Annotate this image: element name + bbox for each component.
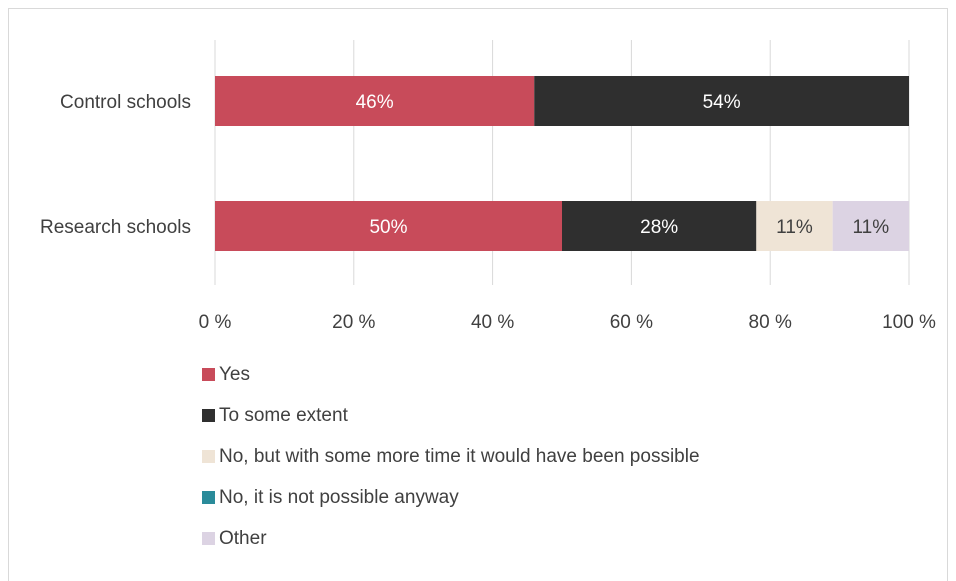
bar-segment xyxy=(534,76,909,126)
chart-frame xyxy=(8,8,948,581)
legend-label: No, it is not possible anyway xyxy=(219,486,459,508)
legend-item: No, but with some more time it would hav… xyxy=(202,436,700,477)
chart-legend: Yes To some extent No, but with some more … xyxy=(202,354,700,559)
x-tick-label: 20 % xyxy=(332,312,375,333)
legend-label: To some extent xyxy=(219,404,348,426)
legend-swatch xyxy=(202,409,215,422)
legend-swatch xyxy=(202,368,215,381)
legend-label: No, but with some more time it would hav… xyxy=(219,445,700,467)
category-label: Control schools xyxy=(60,92,191,113)
x-tick-label: 80 % xyxy=(749,312,792,333)
bar-segment xyxy=(832,201,909,251)
legend-label: Other xyxy=(219,527,267,549)
legend-item: Yes xyxy=(202,354,700,395)
legend-item: No, it is not possible anyway xyxy=(202,477,700,518)
x-tick-label: 0 % xyxy=(199,312,232,333)
bar-segment xyxy=(756,201,833,251)
category-label: Research schools xyxy=(40,217,191,238)
x-tick-label: 100 % xyxy=(882,312,936,333)
legend-swatch xyxy=(202,450,215,463)
data-label: 11% xyxy=(776,217,813,238)
data-label: 46% xyxy=(356,92,394,113)
bar-segment xyxy=(215,76,535,126)
data-label: 11% xyxy=(853,217,890,238)
legend-swatch xyxy=(202,491,215,504)
data-label: 28% xyxy=(640,217,678,238)
bar-segment xyxy=(215,201,562,251)
data-label: 54% xyxy=(703,92,741,113)
legend-item: Other xyxy=(202,518,700,559)
x-tick-label: 60 % xyxy=(610,312,653,333)
legend-item: To some extent xyxy=(202,395,700,436)
x-tick-label: 40 % xyxy=(471,312,514,333)
data-label: 50% xyxy=(369,217,407,238)
bar-segment xyxy=(562,201,757,251)
legend-label: Yes xyxy=(219,363,250,385)
legend-swatch xyxy=(202,532,215,545)
